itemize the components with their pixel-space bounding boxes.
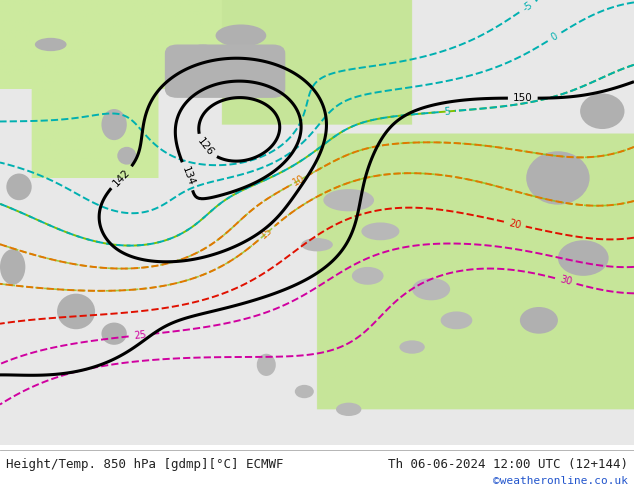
Ellipse shape [336,403,361,416]
Ellipse shape [352,267,384,285]
Ellipse shape [57,294,95,329]
Text: 30: 30 [559,274,573,288]
Ellipse shape [295,385,314,398]
FancyBboxPatch shape [165,45,285,98]
Ellipse shape [101,322,127,345]
Ellipse shape [247,58,285,75]
Text: 126: 126 [195,136,216,158]
Ellipse shape [580,94,624,129]
Text: 20: 20 [508,218,522,230]
Text: 5: 5 [443,106,450,117]
Ellipse shape [216,24,266,47]
Ellipse shape [520,307,558,334]
Text: 134: 134 [179,165,196,187]
Ellipse shape [117,147,136,165]
Text: 0: 0 [549,31,560,43]
Text: Height/Temp. 850 hPa [gdmp][°C] ECMWF: Height/Temp. 850 hPa [gdmp][°C] ECMWF [6,458,284,470]
Text: -5: -5 [521,0,534,14]
Text: 150: 150 [513,93,533,103]
Ellipse shape [301,238,333,251]
Text: 10: 10 [291,173,306,188]
Text: ©weatheronline.co.uk: ©weatheronline.co.uk [493,476,628,487]
Ellipse shape [441,312,472,329]
Ellipse shape [412,278,450,300]
Ellipse shape [35,38,67,51]
Ellipse shape [558,240,609,276]
Ellipse shape [187,45,219,62]
Ellipse shape [0,249,25,285]
Ellipse shape [6,173,32,200]
Ellipse shape [101,109,127,140]
Text: 142: 142 [111,167,132,188]
Ellipse shape [361,222,399,240]
Ellipse shape [257,354,276,376]
Ellipse shape [526,151,590,205]
Text: Th 06-06-2024 12:00 UTC (12+144): Th 06-06-2024 12:00 UTC (12+144) [387,458,628,470]
Text: 25: 25 [133,330,146,341]
Ellipse shape [323,189,374,211]
Text: 15: 15 [259,225,275,241]
Ellipse shape [399,341,425,354]
